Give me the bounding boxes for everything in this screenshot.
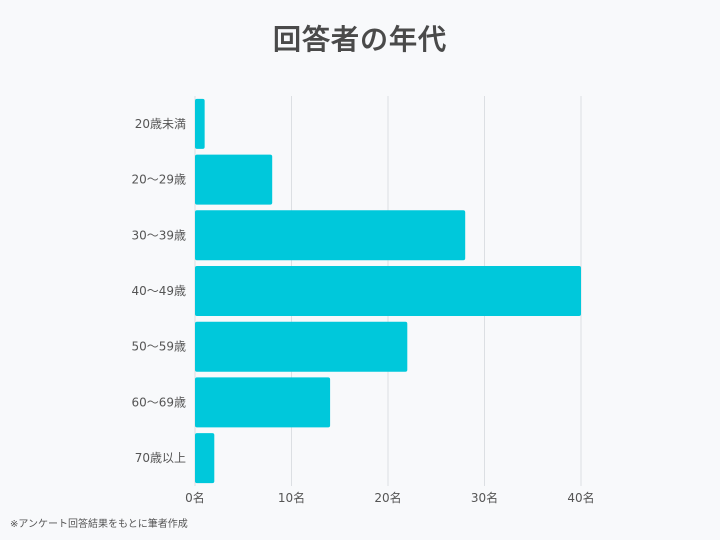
- x-tick-labels: 0名 10名 20名 30名 40名: [185, 490, 594, 505]
- x-tick-label: 20名: [374, 490, 401, 505]
- category-label: 40～49歳: [131, 284, 186, 298]
- x-tick-label: 40名: [567, 490, 594, 505]
- bar: [195, 266, 581, 316]
- x-tick-label: 30名: [471, 490, 498, 505]
- bar: [195, 154, 273, 205]
- x-tick-label: 0名: [185, 490, 205, 505]
- category-label: 50～59歳: [131, 340, 186, 354]
- category-label: 60～69歳: [131, 395, 186, 409]
- x-tick-label: 10名: [278, 490, 305, 505]
- bar: [195, 377, 331, 428]
- bar: [195, 321, 408, 372]
- footnote: ※アンケート回答結果をもとに筆者作成: [10, 519, 188, 530]
- category-labels: 20歳未満 20～29歳 30～39歳 40～49歳 50～59歳 60～69歳 70歳以上: [131, 117, 186, 465]
- category-label: 20～29歳: [131, 173, 186, 187]
- chart-title: 回答者の年代: [272, 23, 447, 56]
- bar: [195, 433, 215, 484]
- category-label: 30～39歳: [131, 228, 186, 242]
- bar: [195, 210, 466, 261]
- category-label: 70歳以上: [135, 451, 186, 465]
- bar: [195, 98, 205, 149]
- category-label: 20歳未満: [135, 117, 186, 131]
- bars: [195, 98, 581, 484]
